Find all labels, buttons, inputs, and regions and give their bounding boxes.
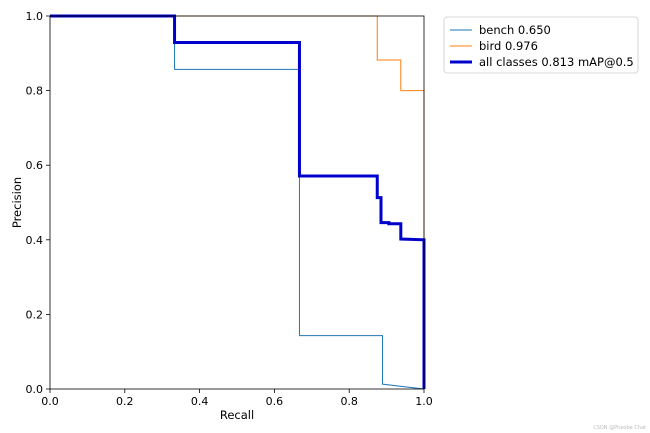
y-tick-label: 0.8 <box>26 85 44 98</box>
y-tick-label: 0.6 <box>26 159 44 172</box>
legend: bench 0.650 bird 0.976 all classes 0.813 m… <box>443 16 639 74</box>
x-tick-label: 0.2 <box>116 395 134 408</box>
x-axis-ticks: 0.0 0.2 0.4 0.6 0.8 1.0 <box>41 389 433 408</box>
y-tick-label: 1.0 <box>26 10 44 23</box>
x-tick-label: 0.4 <box>191 395 209 408</box>
legend-label-2: all classes 0.813 mAP@0.5 <box>479 55 634 69</box>
plot-frame <box>49 15 425 390</box>
x-tick-label: 0.0 <box>41 395 59 408</box>
y-tick-label: 0.0 <box>26 383 44 396</box>
y-axis-label: Precision <box>10 177 24 228</box>
x-tick-label: 1.0 <box>415 395 433 408</box>
legend-box <box>443 16 639 74</box>
y-axis-ticks: 0.0 0.2 0.4 0.6 0.8 1.0 <box>26 10 50 396</box>
series-line-2 <box>50 14 426 389</box>
watermark: CSDN @Pheobe Chat <box>593 425 646 431</box>
x-tick-label: 0.8 <box>340 395 358 408</box>
y-tick-label: 0.4 <box>26 234 44 247</box>
series-line-0 <box>50 15 425 390</box>
legend-label-1: bird 0.976 <box>479 39 538 53</box>
series-layer <box>50 14 426 390</box>
legend-label-0: bench 0.650 <box>479 23 551 37</box>
x-tick-label: 0.6 <box>266 395 284 408</box>
y-tick-label: 0.2 <box>26 308 44 321</box>
x-axis-label: Recall <box>220 408 254 422</box>
legend-items: bench 0.650 bird 0.976 all classes 0.813 m… <box>450 23 634 69</box>
series-line-1 <box>50 15 425 389</box>
